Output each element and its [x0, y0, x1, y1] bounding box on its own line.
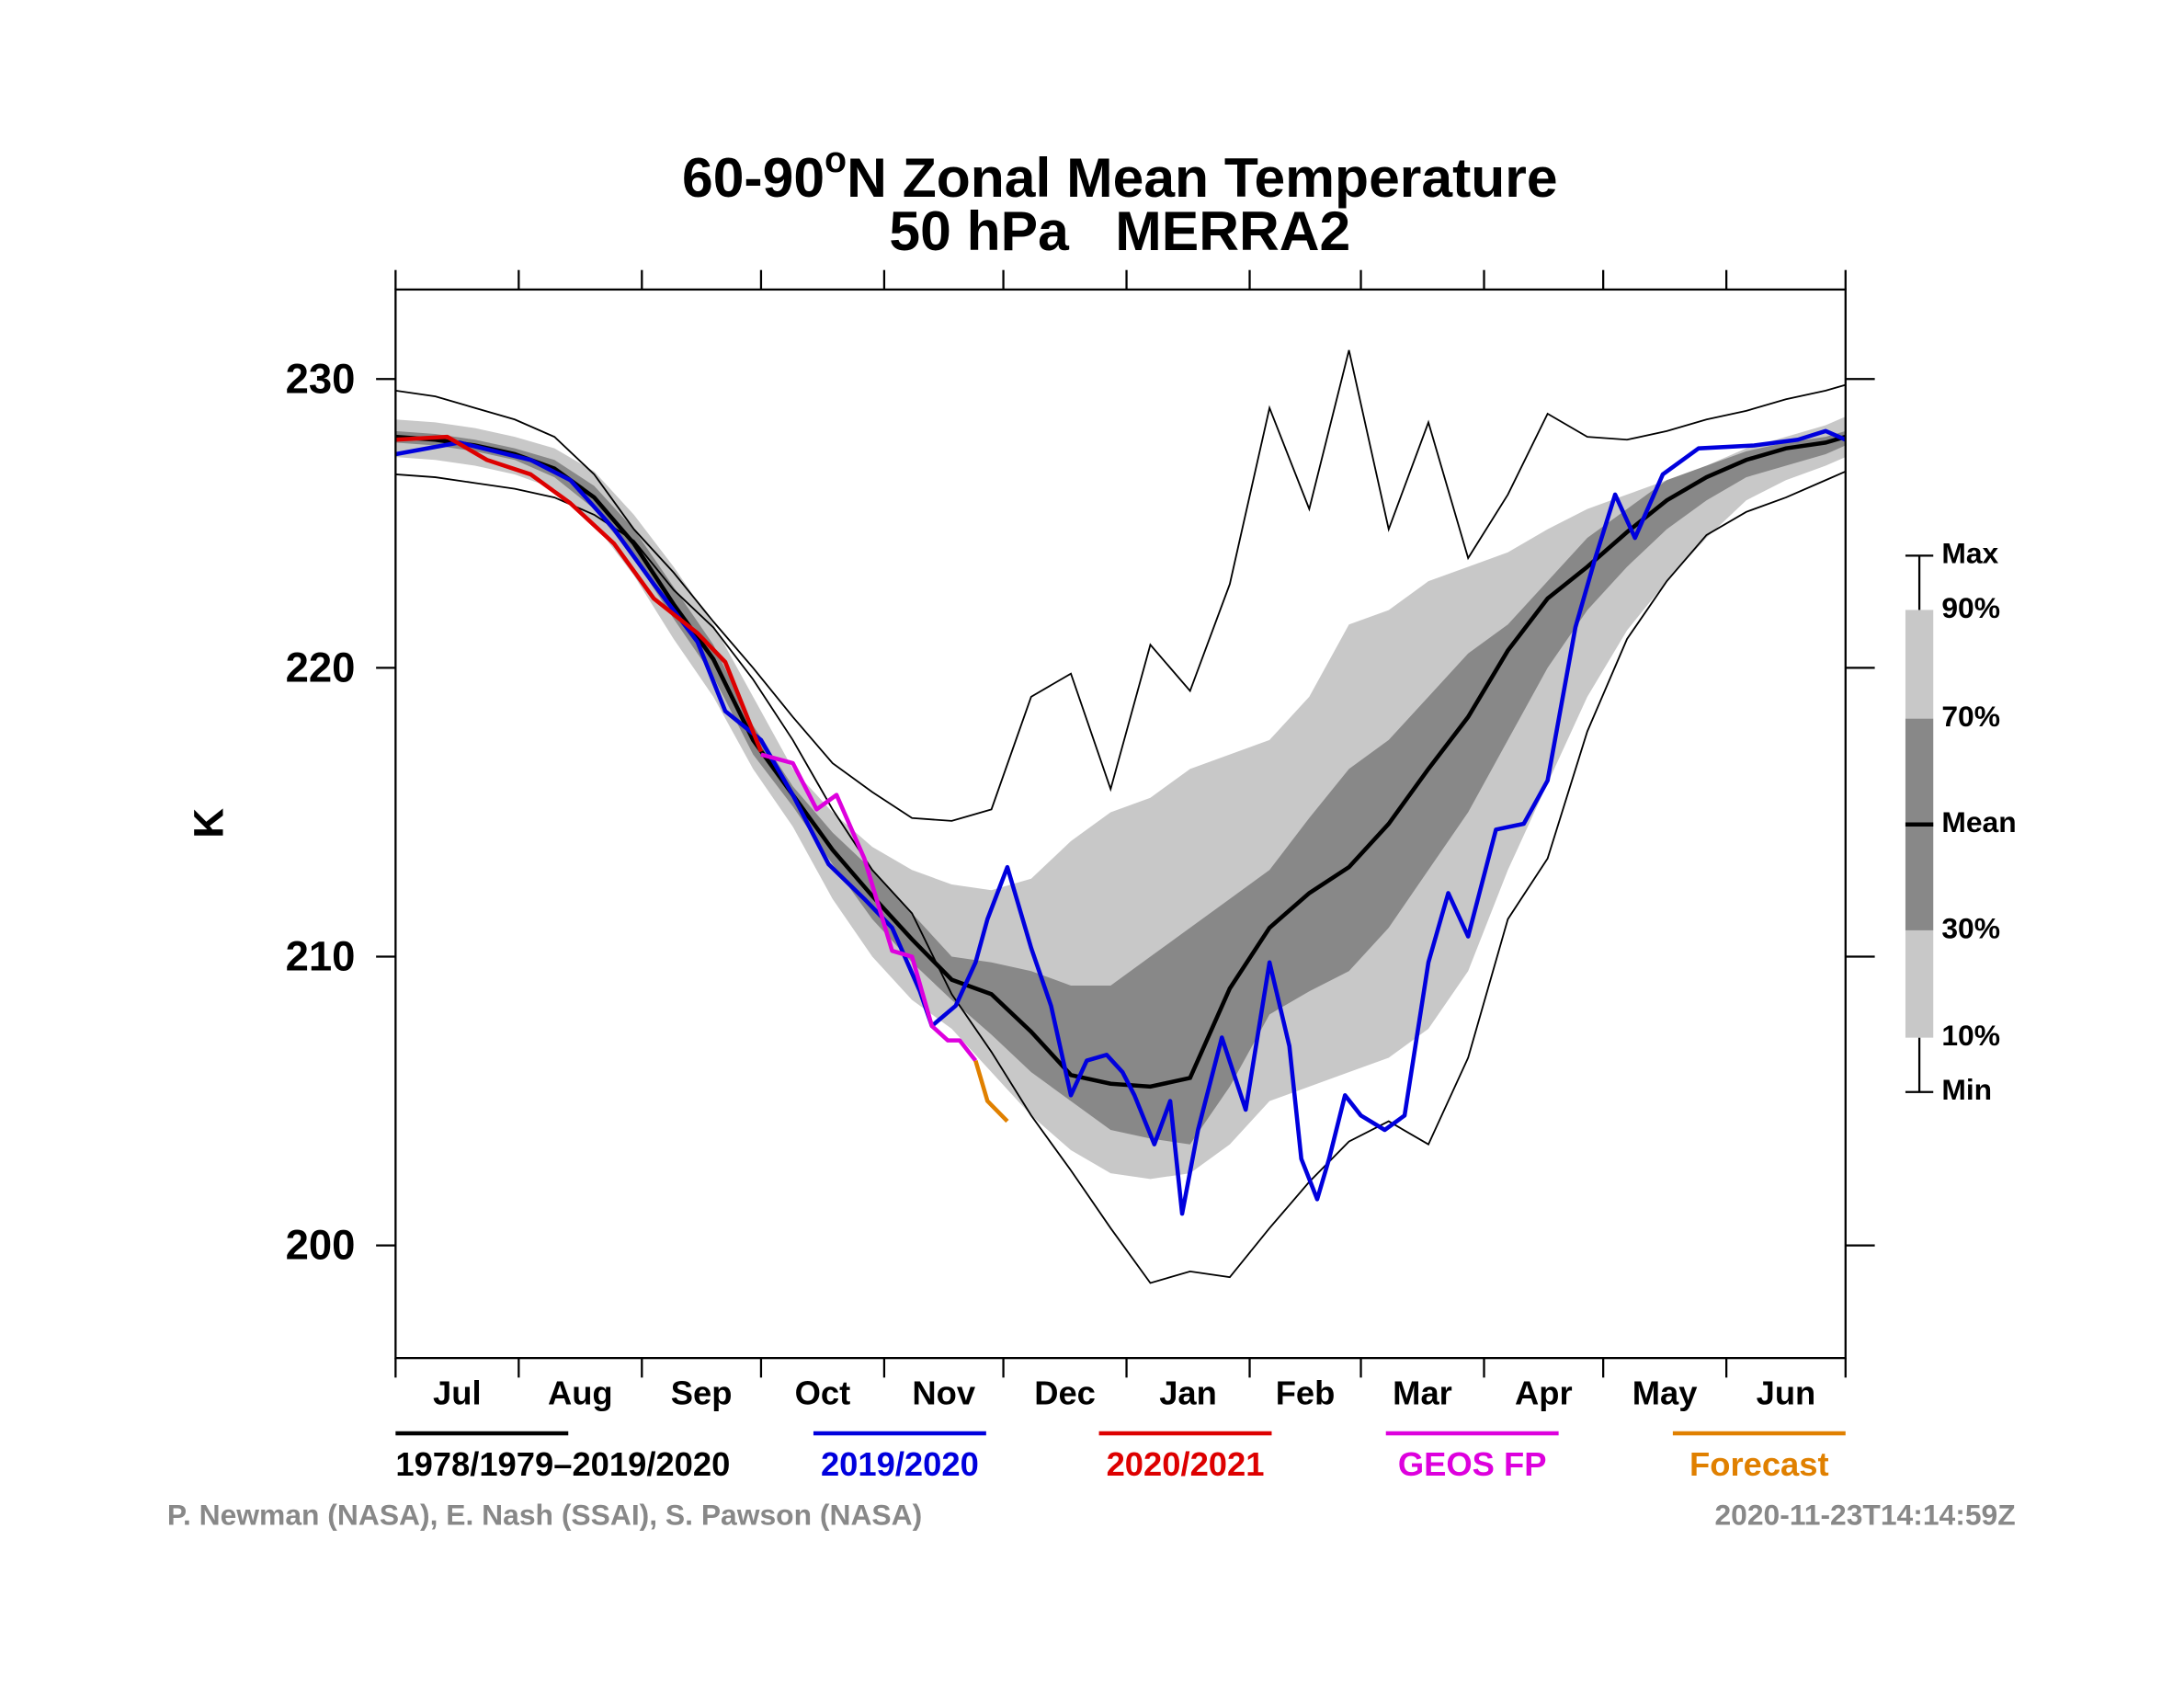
title-part: N Zonal Mean Temperature — [847, 146, 1557, 209]
credits: P. Newman (NASA), E. Nash (SSAI), S. Paw… — [167, 1498, 922, 1531]
timestamp: 2020-11-23T14:14:59Z — [1714, 1498, 2015, 1531]
x-tick-label: Mar — [1393, 1374, 1452, 1412]
x-tick-label: Jun — [1757, 1374, 1816, 1412]
x-tick-label: Jan — [1159, 1374, 1217, 1412]
x-tick-label: Oct — [795, 1374, 851, 1412]
x-tick-label: May — [1632, 1374, 1699, 1412]
title-degree: o — [825, 140, 847, 180]
x-tick-label: Jul — [433, 1374, 482, 1412]
key-label: 70% — [1941, 700, 2000, 733]
y-tick-label: 210 — [286, 933, 356, 980]
extreme-line — [395, 349, 1847, 822]
extreme-line — [395, 470, 1847, 1284]
x-tick-label: Nov — [912, 1374, 975, 1412]
title-part: 60-90 — [682, 146, 825, 209]
key-label: 90% — [1941, 591, 2000, 624]
legend-label: 2020/2021 — [1107, 1445, 1265, 1483]
key-outer-band — [1905, 930, 1934, 1038]
x-tick-label: Sep — [671, 1374, 733, 1412]
key-label: 10% — [1941, 1019, 2000, 1052]
band-10-90 — [395, 416, 1846, 1180]
key-outer-band — [1905, 610, 1934, 719]
x-tick-label: Feb — [1276, 1374, 1336, 1412]
series-line — [395, 434, 764, 753]
key-label: 30% — [1941, 911, 2000, 944]
key-label: Min — [1941, 1073, 1992, 1106]
chart-title: 60-90oN Zonal Mean Temperature — [682, 140, 1558, 209]
y-tick-label: 230 — [286, 355, 356, 402]
y-tick-label: 200 — [286, 1222, 356, 1269]
chart-subtitle: 50 hPa MERRA2 — [889, 200, 1350, 262]
series-line — [973, 1059, 1009, 1123]
y-axis-label: K — [185, 808, 232, 838]
legend-label: Forecast — [1689, 1445, 1829, 1483]
y-tick-label: 220 — [286, 644, 356, 690]
legend-label: 1978/1979–2019/2020 — [395, 1445, 730, 1483]
legend-label: GEOS FP — [1398, 1445, 1547, 1483]
legend-label: 2019/2020 — [821, 1445, 979, 1483]
x-tick-label: Dec — [1034, 1374, 1096, 1412]
key-label: Mean — [1941, 805, 2016, 838]
key-label: Max — [1941, 537, 1998, 570]
series-line — [394, 428, 1847, 1216]
x-tick-label: Apr — [1515, 1374, 1573, 1412]
x-tick-label: Aug — [548, 1374, 613, 1412]
band-30-70 — [395, 430, 1846, 1145]
series-line — [760, 752, 978, 1063]
plot-frame — [394, 288, 1847, 1360]
